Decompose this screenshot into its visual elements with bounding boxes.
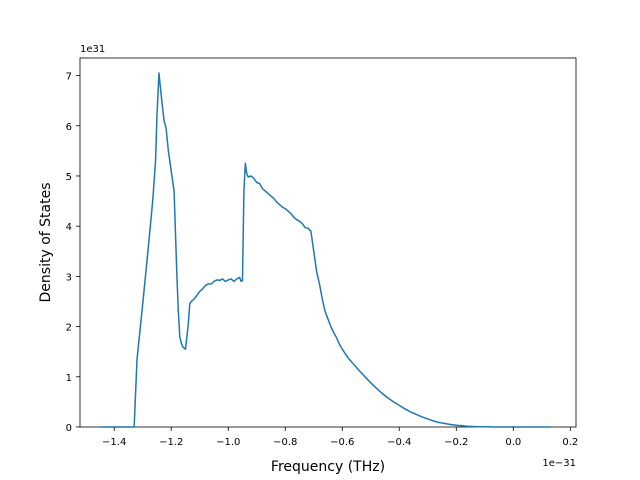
x-tick-label: −0.2 bbox=[444, 437, 468, 448]
y-tick-label: 6 bbox=[66, 122, 72, 133]
x-tick-label: −0.8 bbox=[273, 437, 297, 448]
x-tick-label: 0.0 bbox=[505, 437, 521, 448]
x-tick-label: −0.4 bbox=[387, 437, 411, 448]
y-axis-offset-label: 1e31 bbox=[80, 44, 105, 55]
x-tick-label: −1.4 bbox=[102, 437, 126, 448]
series-line bbox=[99, 72, 551, 428]
x-axis-label: Frequency (THz) bbox=[271, 459, 385, 475]
y-axis-label: Density of States bbox=[38, 183, 54, 303]
y-tick-label: 5 bbox=[66, 172, 72, 183]
x-tick-label: −1.0 bbox=[216, 437, 240, 448]
y-tick-label: 4 bbox=[66, 222, 72, 233]
x-tick-label: 0.2 bbox=[562, 437, 578, 448]
y-axis-ticks: 0 1 2 3 4 5 6 7 bbox=[66, 72, 80, 434]
y-tick-label: 3 bbox=[66, 272, 72, 283]
x-tick-label: −1.2 bbox=[159, 437, 183, 448]
plot-frame bbox=[79, 57, 577, 428]
y-tick-label: 7 bbox=[66, 72, 72, 83]
y-tick-label: 0 bbox=[66, 423, 72, 434]
plot-area: −1.4 −1.2 −1.0 −0.8 −0.6 −0.4 −0.2 0.0 0.2 0 1 2 3 4… bbox=[66, 57, 578, 448]
y-tick-label: 1 bbox=[66, 373, 72, 384]
x-axis-offset-label: 1e−31 bbox=[542, 458, 576, 469]
y-tick-label: 2 bbox=[66, 323, 72, 334]
x-axis-ticks: −1.4 −1.2 −1.0 −0.8 −0.6 −0.4 −0.2 0.0 0.2 bbox=[102, 427, 578, 448]
x-tick-label: −0.6 bbox=[330, 437, 354, 448]
